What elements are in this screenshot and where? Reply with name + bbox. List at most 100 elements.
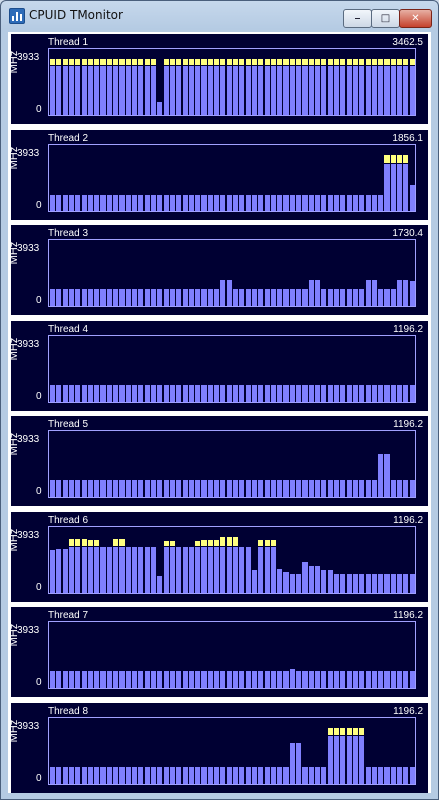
frequency-bar [87,671,93,688]
frequency-bar [94,480,100,497]
frequency-bar [258,66,264,115]
frequency-bar [150,546,157,593]
frequency-bar [251,289,258,306]
frequency-bar [239,546,245,593]
frequency-bar [157,671,163,688]
frequency-bar [409,281,415,306]
frequency-bar [138,480,144,497]
peak-marker [150,59,157,65]
frequency-bar [81,66,87,115]
frequency-bar [68,289,75,306]
frequency-bar [264,66,270,115]
peak-marker [75,538,81,546]
title-bar[interactable]: CPUID TMonitor ⎯ □ ✕ [1,1,438,31]
peak-marker [321,59,327,65]
frequency-bar [403,766,409,784]
frequency-bar [365,280,371,306]
frequency-bar [346,384,352,402]
peak-marker [283,59,289,65]
frequency-bar [390,480,396,497]
frequency-bar [157,766,163,784]
frequency-bar [157,480,163,497]
thread-frequency: 3462.5 [392,37,423,48]
frequency-bar [315,671,321,688]
y-axis-unit-label: MHz [8,719,20,742]
thread-frequency: 1730.4 [392,228,423,239]
frequency-bar [352,289,358,306]
frequency-bar [264,671,270,688]
frequency-bar [371,66,377,115]
peak-marker [270,59,276,65]
frequency-bar [125,66,131,115]
frequency-bar [132,766,138,784]
frequency-bar [346,66,352,115]
peak-marker [308,59,314,65]
y-axis-unit-label: MHz [8,146,20,169]
frequency-bar [62,194,68,211]
frequency-bar [125,194,131,211]
peak-marker [346,59,352,65]
frequency-bar [384,289,390,306]
frequency-bar [315,66,321,115]
frequency-bar [157,575,163,593]
frequency-bar [264,194,270,211]
frequency-bar [302,66,308,115]
frequency-bar [132,671,138,688]
frequency-bar [182,384,188,402]
frequency-bar [157,102,163,115]
frequency-bar [403,66,409,115]
frequency-bar [125,671,131,688]
frequency-bar [201,671,207,688]
frequency-bar [50,289,56,306]
frequency-bar [188,194,194,211]
frequency-bar [106,546,112,593]
frequency-bar [333,194,340,211]
peak-marker [340,59,346,65]
frequency-bar [169,66,175,115]
frequency-bar [214,194,220,211]
y-axis-min-label: 0 [36,772,42,784]
minimize-button[interactable]: ⎯ [343,9,372,28]
frequency-bar [327,384,333,402]
frequency-bar [397,766,403,784]
peak-marker [182,59,188,65]
frequency-bar [50,384,56,402]
close-icon: ✕ [411,13,420,24]
thread-label: Thread 2 [48,132,89,144]
frequency-bar [327,671,333,688]
frequency-bar [75,480,81,497]
thread-label: Thread 3 [48,228,89,239]
frequency-bar [296,194,302,211]
frequency-bar [296,573,302,593]
frequency-bar [390,573,396,593]
frequency-bar [81,194,87,211]
frequency-bar [113,671,119,688]
frequency-bar [346,671,352,688]
frequency-bar [258,766,264,784]
frequency-bar [119,546,125,593]
peak-marker [302,59,308,65]
frequency-bar [258,671,264,688]
frequency-bar [75,194,81,211]
frequency-bar [283,66,289,115]
frequency-bar [87,194,93,211]
frequency-bar [163,671,169,688]
frequency-bar [188,546,194,593]
frequency-bar [220,546,226,593]
frequency-bar [87,384,93,402]
peak-marker [359,727,365,735]
close-button[interactable]: ✕ [399,9,432,28]
frequency-bar [226,546,232,593]
maximize-icon: □ [380,13,391,24]
frequency-bar [333,671,340,688]
frequency-bar [346,480,352,497]
frequency-bar [201,546,207,593]
frequency-bar [251,194,258,211]
frequency-bar [169,480,175,497]
frequency-bar [119,671,125,688]
thread-frequency: 1196.2 [393,323,423,335]
frequency-bar [258,289,264,306]
maximize-button[interactable]: □ [371,9,400,28]
frequency-bar [397,163,403,211]
peak-marker [132,59,138,65]
